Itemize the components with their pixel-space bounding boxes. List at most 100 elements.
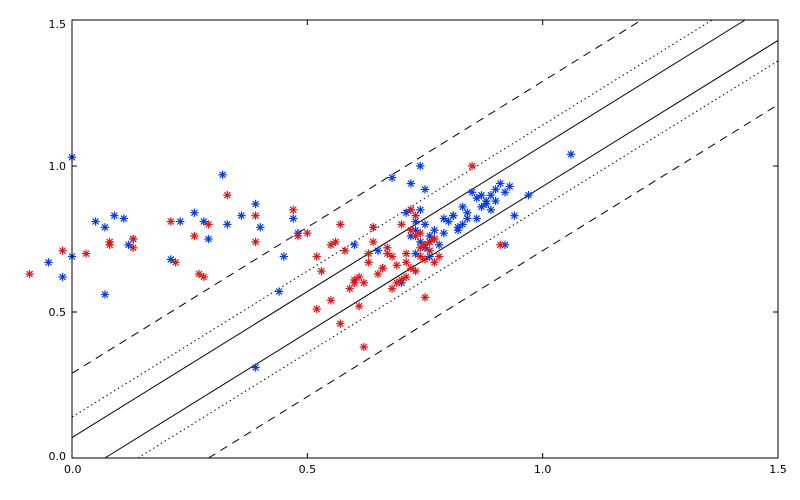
point-s0-49: [477, 202, 486, 212]
point-s0-19: [251, 199, 260, 209]
point-s1-19: [312, 252, 321, 261]
point-s0-26: [350, 240, 359, 250]
point-s0-4: [91, 217, 100, 226]
point-s1-30: [369, 223, 378, 232]
point-s0-55: [505, 182, 514, 191]
point-s1-52: [401, 272, 411, 282]
point-s1-48: [406, 226, 416, 235]
point-s0-76: [486, 205, 496, 214]
point-s0-21: [279, 252, 288, 261]
point-s0-60: [453, 223, 463, 232]
point-s1-49: [411, 231, 420, 241]
point-s0-51: [486, 191, 496, 200]
x-axis-ticks: 0.0 0.5 1.0 1.5: [64, 20, 787, 476]
point-s1-27: [354, 301, 364, 311]
point-s0-37: [420, 220, 430, 229]
point-s1-26: [354, 272, 364, 282]
point-s0-31: [406, 179, 416, 188]
x-tick-label-1: 0.5: [299, 463, 317, 476]
point-s0-3: [58, 272, 67, 282]
point-s1-66: [411, 211, 420, 220]
point-s0-1: [44, 258, 53, 267]
point-s1-1: [58, 246, 67, 255]
point-s1-40: [416, 252, 425, 261]
point-s1-34: [387, 252, 397, 261]
point-s1-63: [383, 249, 392, 258]
point-s1-38: [406, 205, 416, 214]
point-s0-29: [387, 173, 397, 182]
point-s1-56: [336, 319, 345, 328]
point-s0-69: [411, 249, 420, 258]
point-s1-37: [401, 249, 411, 258]
y-tick-label-0: 0.0: [49, 450, 67, 463]
point-s0-41: [439, 214, 449, 223]
point-s0-33: [416, 161, 425, 171]
reference-line-solid-0: [71, 19, 746, 438]
point-s0-6: [110, 211, 119, 220]
point-s1-24: [345, 284, 354, 293]
point-s0-25: [251, 363, 260, 372]
point-s1-16: [289, 205, 298, 214]
y-tick-label-1: 0.5: [49, 306, 67, 319]
point-s0-53: [496, 179, 505, 188]
point-s1-41: [420, 255, 430, 264]
point-s1-18: [303, 228, 312, 238]
plot-frame: [71, 19, 779, 459]
point-s1-47: [425, 237, 434, 247]
point-s0-47: [467, 188, 477, 197]
reference-line-dashed-4: [71, 19, 642, 374]
point-s0-42: [444, 217, 453, 226]
point-s1-28: [359, 342, 369, 352]
point-s0-78: [477, 191, 486, 200]
point-s1-21: [331, 237, 340, 247]
point-s0-48: [472, 214, 481, 223]
point-s0-8: [124, 240, 133, 250]
y-tick-label-2: 1.0: [49, 160, 67, 173]
point-s1-45: [416, 243, 425, 252]
point-s0-28: [373, 246, 383, 255]
reference-line-solid-1: [104, 40, 779, 459]
point-s1-23: [340, 246, 350, 255]
point-s1-50: [387, 284, 397, 293]
point-s1-64: [467, 161, 477, 171]
point-s0-17: [223, 220, 232, 229]
point-s0-15: [204, 234, 213, 244]
point-s1-67: [416, 228, 425, 238]
x-tick-label-0: 0.0: [64, 463, 82, 476]
point-s1-36: [397, 275, 406, 285]
point-s1-7: [166, 217, 176, 226]
point-s0-75: [425, 252, 434, 261]
point-s1-53: [406, 264, 416, 273]
point-s1-9: [190, 231, 199, 241]
point-s0-71: [430, 226, 439, 235]
point-s0-56: [481, 199, 491, 209]
reference-line-dotted-3: [137, 60, 779, 459]
point-s0-58: [463, 214, 472, 223]
point-s0-59: [458, 220, 467, 229]
point-s0-16: [218, 170, 227, 179]
point-s0-34: [420, 185, 430, 194]
point-s1-29: [364, 258, 373, 267]
point-s1-17: [293, 231, 303, 241]
reference-line-dashed-5: [208, 104, 779, 459]
point-s0-61: [449, 211, 458, 220]
x-tick-label-3: 1.5: [769, 463, 787, 476]
point-s1-14: [251, 237, 260, 247]
point-s1-0: [25, 269, 34, 279]
point-s0-18: [237, 211, 246, 220]
point-s1-54: [359, 278, 369, 287]
point-s1-44: [434, 252, 444, 261]
point-s0-66: [439, 228, 449, 238]
point-s1-2: [81, 249, 91, 258]
point-s0-54: [500, 188, 510, 197]
point-s1-65: [496, 240, 505, 250]
point-s0-20: [256, 223, 265, 232]
point-s1-70: [430, 234, 439, 244]
point-s1-8: [171, 258, 180, 267]
point-s1-62: [378, 264, 387, 273]
point-s0-12: [176, 217, 185, 226]
point-s0-14: [199, 217, 208, 226]
point-s1-59: [312, 304, 321, 314]
point-s1-69: [401, 258, 411, 267]
